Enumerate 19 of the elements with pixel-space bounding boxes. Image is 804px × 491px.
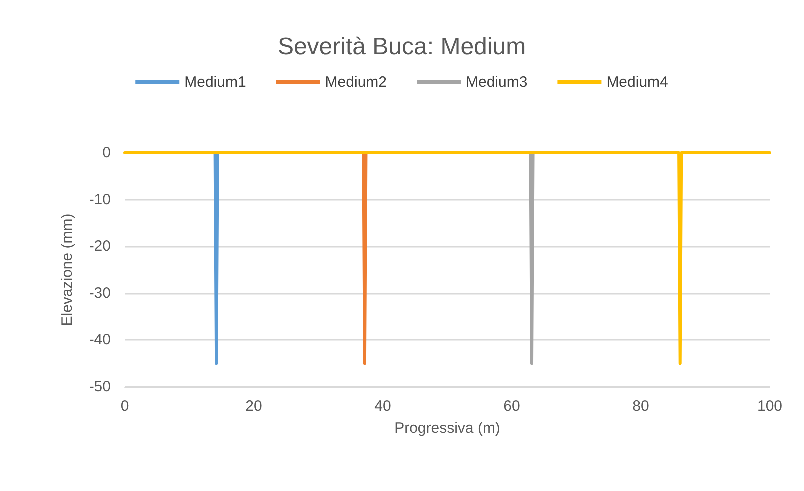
legend-label: Medium2	[325, 74, 388, 91]
legend-label: Medium3	[466, 74, 528, 91]
y-tick-label: -30	[89, 284, 111, 302]
x-tick-label: 80	[632, 398, 650, 415]
legend-label: Medium4	[606, 74, 668, 91]
y-tick-label: -50	[89, 378, 111, 396]
x-tick-label: 40	[374, 398, 392, 415]
x-tick-label: 0	[120, 398, 130, 415]
x-tick-label: 20	[246, 398, 262, 415]
y-tick-label: -20	[89, 238, 111, 256]
x-axis-title: Progressiva (m)	[394, 420, 500, 437]
legend-label: Medium1	[184, 74, 246, 91]
y-axis-title: Elevazione (mm)	[59, 214, 76, 326]
y-tick-label: -40	[89, 332, 111, 349]
y-tick-label: -10	[89, 191, 111, 208]
x-tick-label: 100	[757, 398, 783, 415]
x-tick-label: 60	[504, 398, 520, 415]
chart-title: Severità Buca: Medium	[278, 34, 526, 60]
y-tick-label: 0	[102, 144, 111, 162]
